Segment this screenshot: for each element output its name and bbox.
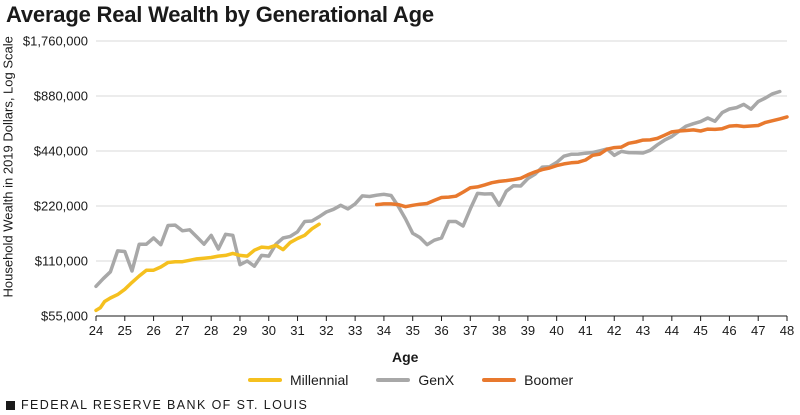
x-axis-label: Age xyxy=(392,349,419,365)
x-tick-label: 27 xyxy=(175,323,189,338)
series-line-genx xyxy=(94,89,782,289)
y-tick-labels: $55,000 $110,000 $220,000 $440,000 $880,000 $… xyxy=(23,34,88,324)
series-lines xyxy=(94,89,789,313)
x-tick-label: 39 xyxy=(521,323,535,338)
y-tick-label: $880,000 xyxy=(34,89,88,104)
x-tick-label: 28 xyxy=(204,323,218,338)
x-tick-label: 42 xyxy=(607,323,621,338)
x-tick-label: 38 xyxy=(492,323,506,338)
x-tick-labels: 24 25 26 27 28 29 30 31 32 33 34 35 36 37 38 39 40 41 42 43… xyxy=(89,323,794,338)
series-line-boomer xyxy=(374,115,789,209)
legend-item-genx: GenX xyxy=(376,372,454,388)
x-tick-label: 31 xyxy=(290,323,304,338)
x-tick-label: 40 xyxy=(549,323,563,338)
axes xyxy=(95,315,788,321)
gridlines xyxy=(96,40,787,317)
legend-item-millennial: Millennial xyxy=(248,372,348,388)
y-tick-label: $440,000 xyxy=(34,144,88,159)
x-tick-label: 37 xyxy=(463,323,477,338)
x-tick-label: 43 xyxy=(636,323,650,338)
x-tick-label: 48 xyxy=(780,323,794,338)
x-tick-label: 47 xyxy=(751,323,765,338)
footer: FEDERAL RESERVE BANK OF ST. LOUIS xyxy=(6,398,308,412)
x-tick-label: 30 xyxy=(262,323,276,338)
legend-label-genx: GenX xyxy=(418,372,455,388)
x-tick-label: 46 xyxy=(722,323,736,338)
chart-title: Average Real Wealth by Generational Age xyxy=(6,2,434,27)
x-tick-label: 45 xyxy=(693,323,707,338)
series-line-millennial xyxy=(94,222,321,313)
x-tick-label: 44 xyxy=(665,323,679,338)
legend-item-boomer: Boomer xyxy=(482,372,573,388)
y-tick-label: $110,000 xyxy=(35,254,88,269)
legend-label-boomer: Boomer xyxy=(524,372,574,388)
x-tick-label: 32 xyxy=(319,323,333,338)
legend-label-millennial: Millennial xyxy=(290,372,349,388)
y-tick-label: $1,760,000 xyxy=(23,34,88,49)
legend-swatch-millennial xyxy=(248,378,282,382)
x-tick-label: 25 xyxy=(118,323,132,338)
y-axis-label: Household Wealth in 2019 Dollars, Log Sc… xyxy=(0,36,16,298)
footer-text: FEDERAL RESERVE BANK OF ST. LOUIS xyxy=(21,398,309,412)
x-tick-label: 41 xyxy=(578,323,592,338)
legend: Millennial GenX Boomer xyxy=(248,372,573,388)
x-tick-label: 34 xyxy=(377,323,391,338)
x-tick-label: 33 xyxy=(348,323,362,338)
x-tick-label: 24 xyxy=(89,323,103,338)
y-tick-label: $220,000 xyxy=(34,199,88,214)
footer-logo-square xyxy=(6,400,15,410)
legend-swatch-boomer xyxy=(482,378,517,382)
x-tick-label: 35 xyxy=(405,323,419,338)
legend-swatch-genx xyxy=(376,378,411,382)
x-tick-label: 29 xyxy=(233,323,247,338)
x-tick-label: 36 xyxy=(434,323,448,338)
y-tick-label: $55,000 xyxy=(41,309,88,324)
x-tick-label: 26 xyxy=(146,323,160,338)
